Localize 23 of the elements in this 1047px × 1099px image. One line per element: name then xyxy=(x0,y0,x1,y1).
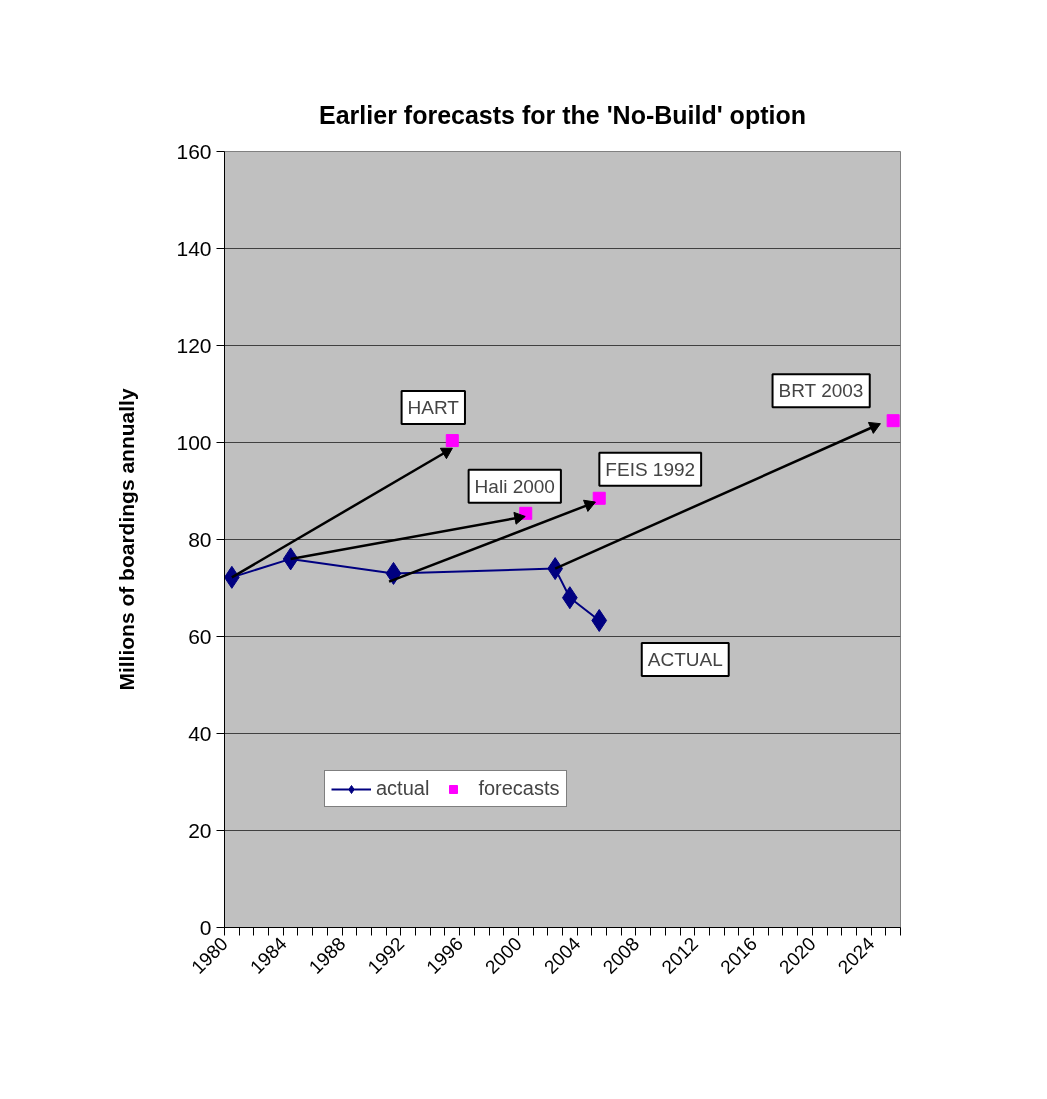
legend-label: actual xyxy=(376,777,430,800)
point xyxy=(886,414,900,428)
annotation: ACTUAL xyxy=(647,648,723,670)
annotation: Hali 2000 xyxy=(474,475,555,497)
y-tick-label: 60 xyxy=(188,624,212,648)
point xyxy=(592,491,606,505)
point xyxy=(591,608,608,632)
y-tick-label: 160 xyxy=(176,139,212,163)
y-axis-title: Millions of boardings annually xyxy=(115,388,139,691)
point xyxy=(282,547,299,571)
y-tick-label: 0 xyxy=(199,915,212,939)
y-tick-label: 80 xyxy=(188,527,212,551)
y-tick-label: 100 xyxy=(176,430,212,454)
y-tick-label: 20 xyxy=(188,818,212,842)
annotation: FEIS 1992 xyxy=(605,458,696,480)
y-tick-label: 40 xyxy=(188,721,212,745)
chart-title: Earlier forecasts for the 'No-Build' option xyxy=(319,101,806,129)
legend-label: forecasts xyxy=(478,777,560,800)
y-tick-label: 140 xyxy=(176,236,212,260)
annotation: BRT 2003 xyxy=(778,380,864,402)
annotation: HART xyxy=(407,397,460,419)
y-tick-label: 120 xyxy=(176,333,212,357)
point xyxy=(445,434,459,448)
